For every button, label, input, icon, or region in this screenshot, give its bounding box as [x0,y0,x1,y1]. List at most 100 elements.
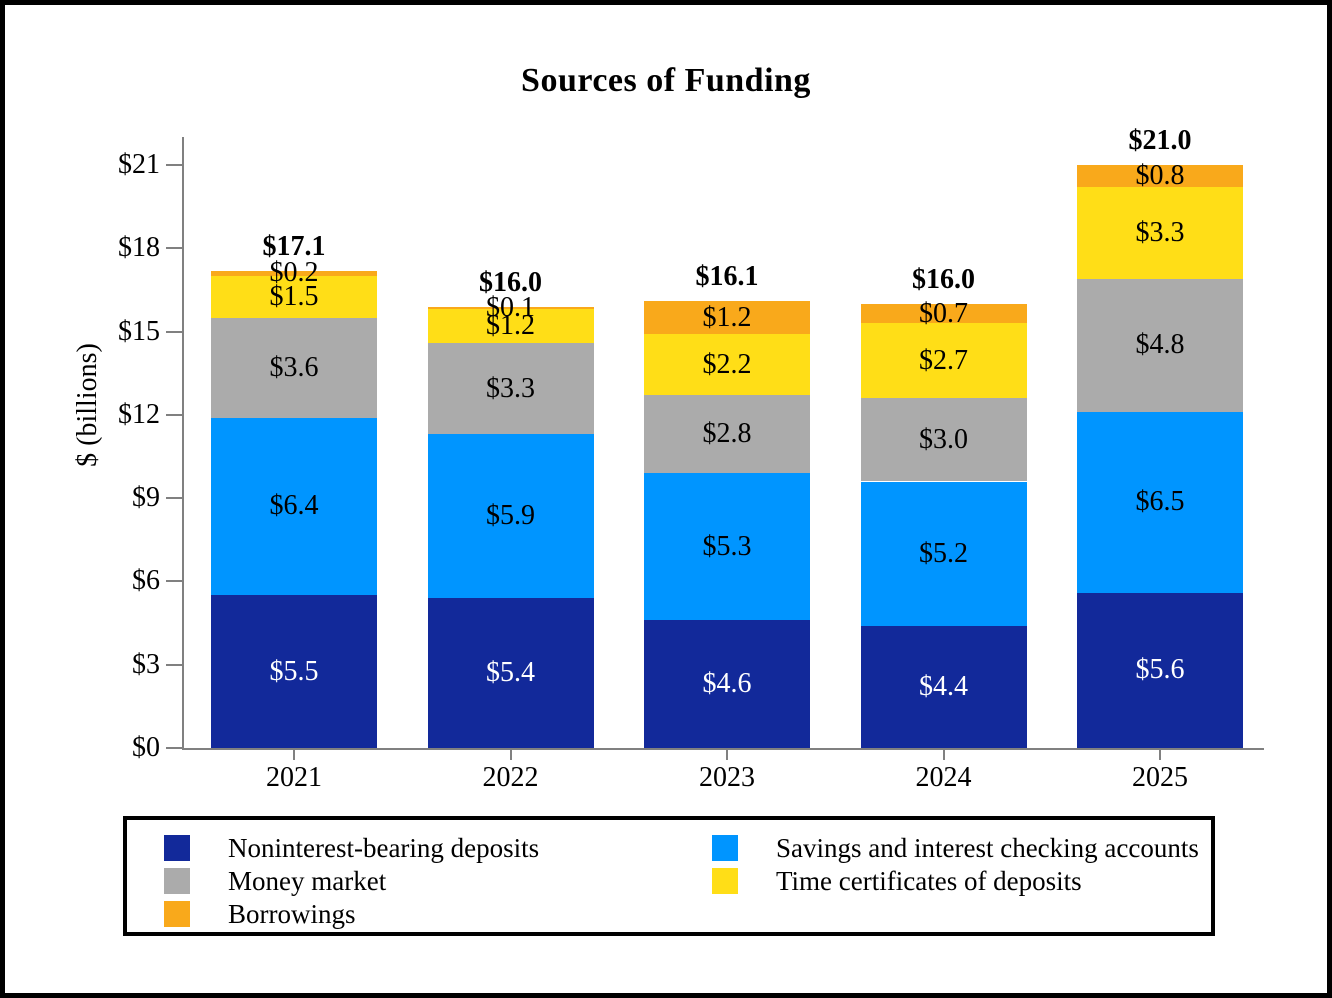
bar-segment-label: $2.2 [702,348,752,380]
bar-segment [644,620,810,748]
bar-segment-label: $1.5 [269,280,319,312]
legend-swatch [712,834,738,861]
bar-total-label: $16.0 [479,266,542,298]
bar-segment [1077,278,1243,413]
y-tick-label: $0 [132,732,160,763]
bar-segment [1077,187,1243,279]
y-tick [166,413,182,416]
x-tick [293,750,295,760]
legend-swatch [164,900,190,927]
bar-segment-label: $4.4 [919,670,968,702]
legend-item-label: Time certificates of deposits [776,865,1082,896]
bar-total-label: $21.0 [1128,125,1192,157]
y-tick-label: $3 [132,648,160,680]
bar-segment-label: $0.1 [486,292,535,323]
y-axis-line [182,137,184,750]
legend-item: Noninterest-bearing deposits [164,831,539,864]
bar-segment [211,417,377,596]
legend-item-label: Borrowings [228,898,356,929]
x-tick-label: 2021 [266,762,322,793]
chart-canvas: Sources of Funding $ (billions) $0 $3 $6 $9… [5,5,1327,993]
x-tick [1159,750,1161,760]
bar-total-label: $16.1 [695,261,759,293]
bar-segment [1077,412,1243,593]
legend-swatch [164,867,190,894]
x-tick-label: 2023 [699,762,755,793]
x-axis-line [182,748,1264,750]
bar-total-label: $16.0 [912,263,975,295]
legend-item-label: Noninterest-bearing deposits [228,832,540,863]
legend-swatch [164,834,190,861]
bar-segment [427,434,594,599]
x-tick [509,750,512,760]
y-tick [166,330,182,333]
bar-segment [1077,592,1243,748]
bar-segment-label: $1.2 [702,301,752,333]
bar-segment [644,395,810,474]
x-tick-label: 2024 [915,762,972,793]
x-tick [942,750,945,760]
bar-segment-label: $0.8 [1135,160,1185,192]
bar-segment [860,398,1027,482]
bar-segment-label: $3.3 [1135,217,1185,249]
bar-segment-label: $4.6 [702,668,752,700]
bar-segment [427,306,594,310]
bar-segment [644,301,810,335]
bar-segment-label: $3.6 [269,351,319,383]
bar-segment-label: $6.5 [1135,486,1185,518]
y-tick [166,663,182,666]
bar-segment-label: $3.0 [919,423,968,455]
bar-segment [644,334,810,396]
y-tick-label: $12 [118,398,160,430]
bar-segment [427,309,594,343]
bar-total-label: $17.1 [262,230,326,262]
x-tick [726,750,728,760]
legend-item: Borrowings [164,897,539,930]
bar-segment-label: $5.9 [486,500,535,532]
legend-item-label: Savings and interest checking accounts [776,832,1199,863]
bar-segment [211,270,377,277]
y-tick [166,747,182,749]
legend-column-left: Noninterest-bearing deposits Money market… [164,831,539,930]
bar-segment [211,276,377,318]
bar-segment-label: $2.7 [919,344,968,376]
chart-title: Sources of Funding [521,62,811,99]
bar-segment-label: $2.8 [702,418,752,450]
legend: Noninterest-bearing deposits Money market… [123,816,1215,936]
legend-swatch [712,867,738,894]
y-tick-label: $9 [132,482,160,514]
y-tick-label: $6 [132,565,160,597]
bar-segment [860,323,1027,399]
bar-segment-label: $3.3 [486,372,535,404]
bar-segment [860,625,1027,748]
y-tick [166,580,182,583]
bar-segment-label: $5.2 [919,537,968,569]
x-tick-label: 2025 [1132,762,1188,793]
bar-segment-label: $5.5 [269,655,319,687]
bar-segment [860,303,1027,324]
legend-item-label: Money market [228,865,387,896]
y-tick [166,497,182,500]
bar-segment-label: $0.7 [919,297,968,329]
y-tick [166,247,182,250]
bar-segment-label: $5.6 [1135,654,1185,686]
bar-segment [211,317,377,418]
y-tick-label: $15 [118,315,160,347]
x-tick-label: 2022 [482,762,539,793]
legend-item: Money market [164,864,539,897]
bar-segment [211,595,377,748]
bar-segment [427,342,594,435]
bar-segment [860,481,1027,626]
bar-segment [1077,165,1243,188]
bar-segment-label: $5.4 [486,657,535,689]
bar-segment-label: $4.8 [1135,329,1185,361]
bar-segment-label: $5.3 [702,530,752,562]
y-tick-label: $18 [118,232,160,264]
bar-segment-label: $6.4 [269,490,319,522]
y-tick-label: $21 [118,149,160,181]
legend-item: Savings and interest checking accounts [712,831,1199,864]
y-tick [166,164,182,167]
legend-item: Time certificates of deposits [712,864,1199,897]
bar-segment-label: $1.2 [486,310,535,342]
